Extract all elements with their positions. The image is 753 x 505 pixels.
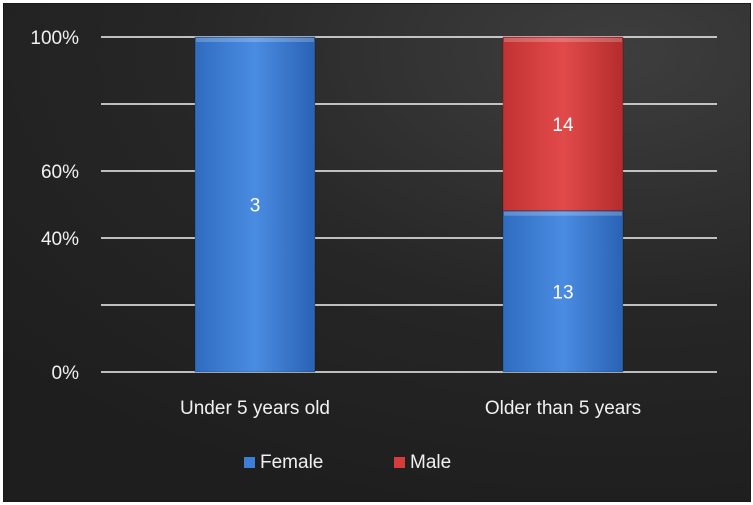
x-axis-labels: Under 5 years old Older than 5 years bbox=[180, 398, 641, 419]
bar-female-0 bbox=[194, 36, 316, 373]
bar-male-1 bbox=[502, 36, 624, 212]
legend-swatch-male bbox=[394, 457, 405, 468]
data-label: 14 bbox=[552, 115, 574, 136]
bar-bevel bbox=[504, 38, 622, 42]
legend: Female Male bbox=[244, 452, 451, 473]
y-tick-label: 40% bbox=[41, 229, 79, 250]
legend-swatch-female bbox=[244, 457, 255, 468]
data-label: 13 bbox=[552, 282, 573, 303]
bar-female-1 bbox=[502, 210, 624, 373]
x-tick-label: Under 5 years old bbox=[180, 398, 330, 419]
bar-bevel bbox=[504, 211, 622, 216]
bars bbox=[194, 36, 624, 373]
y-tick-label: 60% bbox=[41, 162, 79, 183]
stacked-bar-chart: 0% 40% 60% 100% 3 13 14 Under 5 years old Olde… bbox=[30, 28, 717, 473]
bar-bevel bbox=[196, 38, 314, 42]
legend-label-male: Male bbox=[410, 452, 451, 473]
legend-label-female: Female bbox=[260, 452, 323, 473]
y-tick-label: 100% bbox=[30, 28, 79, 49]
data-label: 3 bbox=[250, 196, 261, 217]
y-axis-ticks: 0% 40% 60% 100% bbox=[30, 28, 79, 384]
x-tick-label: Older than 5 years bbox=[485, 398, 641, 419]
data-labels: 3 13 14 bbox=[250, 115, 574, 303]
chart-frame: 0% 40% 60% 100% 3 13 14 Under 5 years old Olde… bbox=[3, 3, 751, 502]
gridlines bbox=[101, 36, 717, 373]
y-tick-label: 0% bbox=[52, 363, 80, 384]
